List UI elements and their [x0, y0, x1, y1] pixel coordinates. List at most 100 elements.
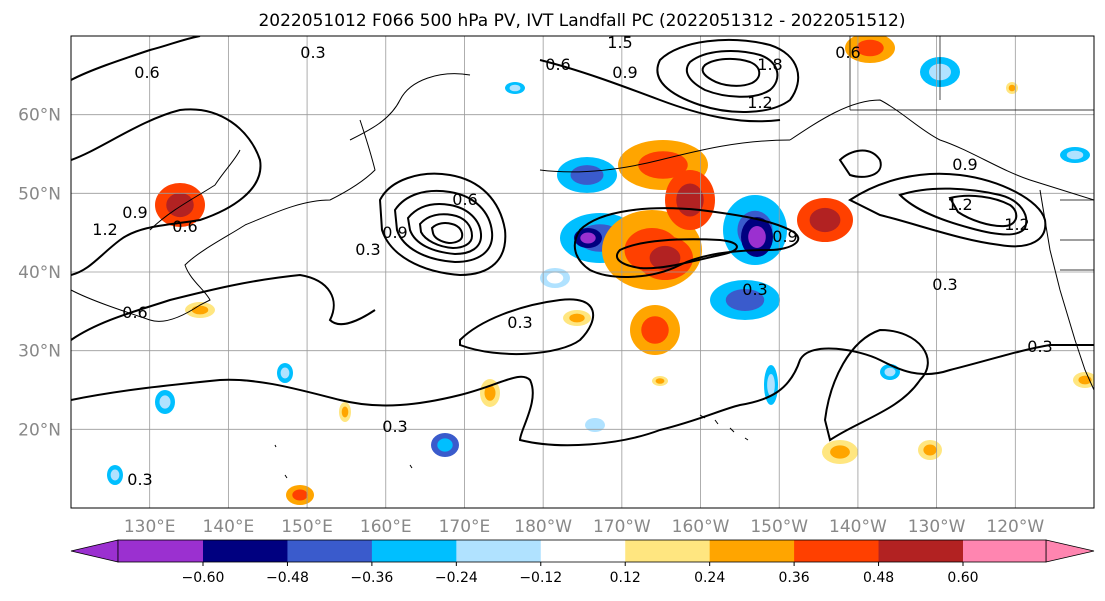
ivt-shading-inner [767, 374, 775, 396]
colorbar-tick-label: 0.36 [779, 570, 810, 586]
colorbar-tick-label: −0.36 [350, 570, 393, 586]
contour-label: 0.3 [300, 43, 325, 62]
colorbar-tick-labels: −0.60 −0.48 −0.36 −0.24 −0.12 0.12 0.24 0.36 0.4… [182, 562, 979, 586]
ivt-shading-inner [570, 165, 604, 185]
contour-label: 0.3 [127, 470, 152, 489]
contour-0.6-west [71, 273, 376, 341]
contour-small-ring [838, 149, 882, 178]
lat-tick-label: 30°N [18, 342, 61, 362]
contour-high-ring-2 [685, 50, 779, 98]
contour-east-ring-1 [848, 172, 1047, 248]
contour-label: 0.3 [932, 275, 957, 294]
coast-kamchatka [349, 73, 471, 141]
lon-tick-label: 160°W [672, 517, 730, 537]
contour-label: 0.6 [172, 217, 197, 236]
pv-contours [71, 36, 1094, 447]
map-frame [70, 35, 1095, 509]
ivt-shading-inner [159, 395, 171, 409]
contour-0.3-south [71, 344, 1094, 447]
contour-low-ring-4 [418, 213, 474, 250]
political-borders [849, 36, 1094, 271]
lon-tick-label: 170°W [593, 517, 651, 537]
lat-tick-label: 60°N [18, 106, 61, 126]
ivt-shading-inner [725, 289, 765, 311]
ivt-shading-inner [580, 232, 596, 244]
contour-low-ring-3 [406, 203, 483, 256]
coast-sakhalin [149, 149, 241, 231]
contour-low-ring-5 [430, 222, 464, 245]
contour-east-ring-2 [898, 187, 1028, 236]
contour-0.9-trough [573, 207, 800, 278]
colorbar-segment [203, 540, 288, 562]
lon-tick-label: 180°W [514, 517, 572, 537]
coast-us-west [1039, 189, 1094, 391]
contour-labels: 0.3 0.3 0.3 0.3 0.3 0.3 0.3 0.3 0.6 0.6 0.6 0.6 0.6 0… [92, 33, 1052, 489]
ivt-shading-inner [589, 421, 601, 429]
ivt-shading-inner [884, 367, 896, 377]
map-panel: 0.3 0.3 0.3 0.3 0.3 0.3 0.3 0.3 0.6 0.6 0.6 0.6 0.6 0… [71, 33, 1094, 508]
graticule [71, 36, 1094, 508]
contour-label: 1.5 [607, 33, 632, 52]
lon-tick-label: 130°E [124, 517, 176, 537]
contour-high-ring-1 [656, 39, 800, 113]
colorbar-tick-label: 0.60 [947, 570, 978, 586]
contour-label: 0.9 [772, 227, 797, 246]
contour-0.3-east [823, 328, 929, 442]
contour-label: 0.9 [612, 63, 637, 82]
lon-tick-label: 160°E [360, 517, 412, 537]
lon-tick-label: 150°W [750, 517, 808, 537]
ivt-shading-inner [191, 305, 209, 315]
contour-label: 0.9 [122, 203, 147, 222]
colorbar-tick-label: 0.24 [694, 570, 725, 586]
coastlines [71, 36, 1094, 479]
colorbar-segment [118, 540, 203, 562]
coast-islands [274, 444, 413, 479]
contour-label: 0.6 [452, 190, 477, 209]
contour-label: 1.8 [757, 55, 782, 74]
lon-tick-label: 140°E [203, 517, 255, 537]
lat-tick-label: 40°N [18, 263, 61, 283]
contour-0.6-center [459, 298, 595, 356]
ivt-shading-inner [341, 406, 349, 418]
colorbar-tick-label: −0.24 [435, 570, 478, 586]
lon-tick-label: 130°W [908, 517, 966, 537]
figure-title: 2022051012 F066 500 hPa PV, IVT Landfall… [258, 11, 905, 31]
contour-1.2-trough [615, 238, 738, 270]
contour-low-ring-1 [378, 172, 507, 277]
lon-tick-label: 120°W [986, 517, 1044, 537]
contour-label: 0.3 [742, 280, 767, 299]
latitude-tick-labels: 20°N 30°N 40°N 50°N 60°N [18, 106, 61, 441]
colorbar-segment [625, 540, 711, 562]
colorbar-segment [456, 540, 542, 562]
ivt-shading-inner [437, 438, 453, 452]
colorbar-segment [794, 540, 880, 562]
colorbar-segment [878, 540, 964, 562]
contour-east-ring-3 [948, 194, 1018, 228]
ivt-shading-inner [546, 272, 564, 284]
ivt-shading-inner [569, 313, 585, 323]
contour-high-ring-3 [701, 57, 761, 87]
longitude-tick-labels: 130°E 140°E 150°E 160°E 170°E 180°W 170°W 160°W… [124, 517, 1045, 537]
contour-0.9-asia [71, 108, 262, 276]
contour-low-ring-2 [393, 189, 494, 264]
contour-label: 0.3 [1027, 337, 1052, 356]
ivt-shading-inner [856, 39, 884, 57]
colorbar-tick-label: −0.12 [519, 570, 562, 586]
contour-1.5-band [539, 59, 781, 123]
contour-label: 0.6 [134, 63, 159, 82]
contour-label: 0.3 [507, 313, 532, 332]
contour-label: 0.3 [382, 417, 407, 436]
ivt-shading-inner [292, 489, 308, 501]
coast-aleutians [539, 139, 791, 173]
colorbar-segment [287, 540, 373, 562]
contour-label: 1.2 [1004, 215, 1029, 234]
coast-kuril [244, 119, 376, 226]
colorbar-outline [117, 539, 1047, 563]
lon-tick-label: 170°E [439, 517, 491, 537]
contour-label: 1.2 [947, 195, 972, 214]
ivt-shading-inner [655, 378, 665, 384]
ivt-shading-inner [484, 385, 496, 401]
contour-label: 1.2 [747, 93, 772, 112]
ivt-shading-inner [748, 226, 766, 248]
